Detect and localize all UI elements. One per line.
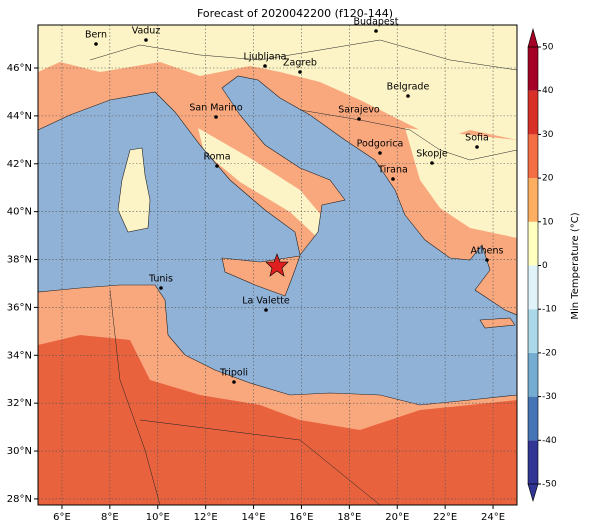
city-label: Roma	[203, 152, 230, 163]
colorbar-bin	[528, 396, 538, 441]
colorbar-tick-label: 20	[542, 174, 554, 184]
colorbar-bin	[528, 265, 538, 310]
city-dot	[214, 115, 218, 119]
borders	[89, 39, 518, 71]
x-tick-label: 22°E	[433, 512, 457, 523]
y-tick-label: 38°N	[7, 255, 32, 266]
city-label: Tunis	[148, 274, 173, 285]
city-label: Skopje	[416, 149, 448, 160]
city-dot	[159, 286, 163, 290]
city-label: Athens	[471, 246, 504, 257]
y-tick-label: 28°N	[7, 494, 32, 505]
x-tick-label: 20°E	[385, 512, 409, 523]
y-tick-label: 42°N	[7, 159, 32, 170]
city-dot	[374, 29, 378, 33]
colorbar-tick-label: -30	[542, 392, 557, 402]
colorbar-bin	[528, 352, 538, 397]
city-label: Sofia	[465, 133, 489, 144]
borders	[139, 419, 381, 506]
city-label: Zagreb	[283, 58, 317, 69]
colorbar-tick-label: 10	[542, 217, 554, 227]
city-dot	[475, 145, 479, 149]
city-dot	[94, 42, 98, 46]
city-label: Belgrade	[387, 82, 430, 93]
borders	[299, 109, 518, 161]
event-star	[265, 253, 289, 277]
city-label: Tirana	[377, 165, 408, 176]
city-label: Vaduz	[132, 26, 161, 37]
colorbar-tick-label: 40	[542, 86, 554, 96]
colorbar-extend-low	[527, 483, 539, 503]
colorbar-tick-label: 0	[542, 261, 548, 271]
colorbar-tick-label: -10	[542, 305, 557, 315]
y-tick-label: 36°N	[7, 302, 32, 313]
y-tick-label: 46°N	[7, 63, 32, 74]
colorbar-tick-label: 50	[542, 43, 554, 53]
city-label: La Valette	[242, 296, 290, 307]
colorbar-bin	[528, 134, 538, 179]
city-dot	[378, 151, 382, 155]
colorbar-bin	[528, 221, 538, 266]
city-dot	[263, 64, 267, 68]
map	[37, 25, 518, 506]
city-label: Sarajevo	[338, 105, 380, 116]
colorbar-tick-label: -20	[542, 348, 557, 358]
italy-cool-region	[198, 128, 332, 240]
x-tick-label: 24°E	[481, 512, 505, 523]
map-frame	[37, 24, 518, 506]
y-tick-label: 30°N	[7, 446, 32, 457]
city-dot	[485, 258, 489, 262]
city-label: Bern	[85, 30, 107, 41]
city-label: Podgorica	[357, 139, 404, 150]
sardinia-corsica	[117, 147, 151, 233]
city-dot	[357, 117, 361, 121]
borders	[109, 289, 161, 506]
city-dot	[298, 70, 302, 74]
colorbar-label: Min Temperature (°C)	[570, 212, 581, 319]
colorbar-bin	[528, 47, 538, 91]
colorbar-tick-label: -50	[542, 480, 557, 490]
city-dot	[215, 164, 219, 168]
colorbar-bin	[528, 440, 538, 484]
balkan-cool-region	[405, 128, 517, 238]
city-label: Tripoli	[219, 368, 248, 379]
colorbar-tick-label: -40	[542, 436, 557, 446]
x-tick-label: 16°E	[289, 512, 313, 523]
title: Forecast of 2020042200 (f120-144)	[197, 7, 393, 20]
city-label: Ljubljana	[244, 52, 287, 63]
colorbar-extend-high	[527, 27, 539, 48]
city-label: Budapest	[354, 17, 399, 28]
x-tick-label: 10°E	[146, 512, 170, 523]
x-tick-label: 6°E	[53, 512, 71, 523]
city-dot	[144, 38, 148, 42]
x-tick-label: 8°E	[101, 512, 119, 523]
x-tick-label: 14°E	[242, 512, 266, 523]
colorbar-bin	[528, 90, 538, 135]
city-dot	[406, 94, 410, 98]
colorbar-tick-label: 30	[542, 130, 554, 140]
y-tick-label: 34°N	[7, 350, 32, 361]
y-tick-label: 44°N	[7, 111, 32, 122]
crete	[479, 317, 516, 329]
y-tick-label: 32°N	[7, 398, 32, 409]
city-dot	[430, 161, 434, 165]
x-tick-label: 18°E	[337, 512, 361, 523]
city-dot	[391, 177, 395, 181]
city-dot	[264, 308, 268, 312]
x-tick-label: 12°E	[194, 512, 218, 523]
y-tick-label: 40°N	[7, 207, 32, 218]
colorbar-bin	[528, 178, 538, 222]
city-label: San Marino	[189, 103, 242, 114]
colorbar-bin	[528, 309, 538, 353]
city-dot	[232, 380, 236, 384]
